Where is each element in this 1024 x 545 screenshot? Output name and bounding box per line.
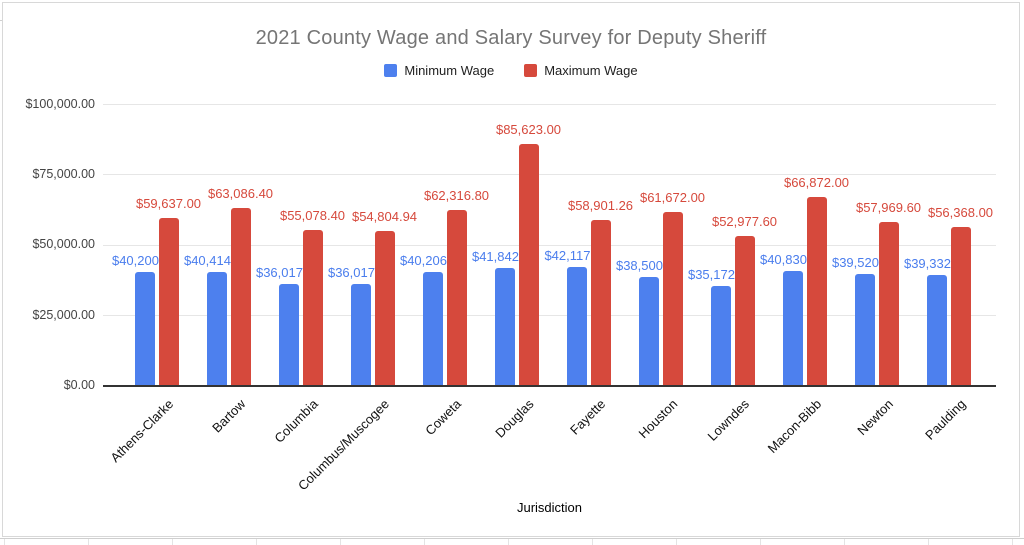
- sheet-column-line: [4, 539, 5, 545]
- sheet-column-line: [256, 539, 257, 545]
- max-wage-bar-lowndes[interactable]: [734, 236, 755, 386]
- max-wage-bar-columbus-muscogee[interactable]: [374, 231, 395, 386]
- x-category-label-coweta: Coweta: [422, 396, 465, 439]
- min-wage-bar-columbus-muscogee[interactable]: [350, 284, 371, 386]
- y-tick-label: $50,000.00: [32, 237, 95, 252]
- max-wage-bar-coweta[interactable]: [446, 210, 467, 386]
- x-category-label-bartow: Bartow: [209, 396, 249, 436]
- max-wage-bar-columbia[interactable]: [302, 230, 323, 386]
- x-category-label-douglas: Douglas: [492, 396, 537, 441]
- max-wage-bar-macon-bibb[interactable]: [806, 197, 827, 386]
- min-wage-bar-paulding[interactable]: [926, 274, 947, 386]
- legend-item-maximum-wage[interactable]: Maximum Wage: [524, 62, 638, 78]
- x-category-label-columbia: Columbia: [270, 396, 321, 446]
- max-wage-bar-athens-clarke[interactable]: [158, 217, 179, 386]
- y-gridline: [103, 244, 996, 246]
- sheet-column-line: [592, 539, 593, 545]
- x-category-label-newton: Newton: [854, 396, 897, 439]
- spreadsheet-gridlines: [0, 538, 1024, 545]
- sheet-row-tick: [0, 20, 2, 21]
- min-wage-bar-macon-bibb[interactable]: [782, 270, 803, 386]
- max-wage-bar-houston[interactable]: [662, 211, 683, 386]
- x-category-label-lowndes: Lowndes: [704, 396, 753, 444]
- y-tick-label: $0.00: [63, 378, 95, 392]
- x-category-label-houston: Houston: [635, 396, 681, 442]
- min-wage-bar-douglas[interactable]: [494, 267, 515, 386]
- min-wage-bar-lowndes[interactable]: [710, 286, 731, 386]
- max-wage-bar-bartow[interactable]: [230, 207, 251, 386]
- max-wage-value-label: $59,637.00: [135, 195, 202, 211]
- chart-widget[interactable]: 2021 County Wage and Salary Survey for D…: [2, 2, 1020, 537]
- max-wage-value-label: $62,316.80: [423, 188, 490, 204]
- max-wage-value-label: $66,872.00: [783, 175, 850, 191]
- sheet-column-line: [340, 539, 341, 545]
- y-tick-label: $100,000.00: [25, 96, 95, 111]
- sheet-column-line: [760, 539, 761, 545]
- legend-label: Minimum Wage: [404, 62, 495, 78]
- max-wage-bar-fayette[interactable]: [590, 219, 611, 386]
- y-tick-label: $75,000.00: [32, 166, 95, 181]
- sheet-column-line: [424, 539, 425, 545]
- sheet-column-line: [172, 539, 173, 545]
- max-wage-value-label: $56,368.00: [927, 204, 994, 220]
- x-axis-title: Jurisdiction: [516, 500, 583, 515]
- y-tick-label: $25,000.00: [32, 307, 95, 322]
- max-wage-value-label: $55,078.40: [279, 208, 346, 224]
- sheet-column-line: [844, 539, 845, 545]
- max-wage-value-label: $85,623.00: [495, 122, 562, 138]
- x-category-label-athens-clarke: Athens-Clarke: [107, 396, 177, 466]
- min-wage-bar-bartow[interactable]: [206, 271, 227, 386]
- max-wage-value-label: $52,977.60: [711, 214, 778, 230]
- y-gridline: [103, 104, 996, 105]
- max-wage-value-label: $54,804.94: [351, 209, 418, 225]
- min-wage-bar-houston[interactable]: [638, 277, 659, 386]
- sheet-row-line: [0, 538, 1024, 539]
- x-axis-line: [103, 384, 996, 387]
- chart-legend: Minimum Wage Maximum Wage: [3, 61, 1019, 79]
- max-wage-bar-newton[interactable]: [878, 222, 899, 386]
- min-wage-bar-coweta[interactable]: [422, 272, 443, 386]
- max-wage-value-label: $57,969.60: [855, 200, 922, 216]
- min-wage-bar-newton[interactable]: [854, 274, 875, 386]
- max-wage-bar-paulding[interactable]: [950, 226, 971, 386]
- y-gridline: [103, 174, 996, 176]
- legend-label: Maximum Wage: [544, 62, 638, 78]
- legend-swatch-icon: [524, 63, 538, 77]
- legend-swatch-icon: [384, 63, 398, 77]
- max-wage-bar-douglas[interactable]: [518, 144, 539, 386]
- max-wage-value-label: $61,672.00: [639, 189, 706, 205]
- sheet-column-line: [508, 539, 509, 545]
- max-wage-value-label: $63,086.40: [207, 185, 274, 201]
- plot-area: $0.00 $25,000.00 $50,000.00 $75,000.00 $100,…: [3, 3, 1021, 538]
- min-wage-bar-columbia[interactable]: [278, 284, 299, 386]
- min-wage-bar-fayette[interactable]: [566, 266, 587, 386]
- x-category-label-fayette: Fayette: [567, 396, 609, 438]
- sheet-column-line: [88, 539, 89, 545]
- y-gridline: [103, 315, 996, 317]
- min-wage-bar-athens-clarke[interactable]: [134, 272, 155, 386]
- x-category-label-macon-bibb: Macon-Bibb: [764, 396, 825, 456]
- sheet-column-line: [1012, 539, 1013, 545]
- sheet-column-line: [928, 539, 929, 545]
- legend-item-minimum-wage[interactable]: Minimum Wage: [384, 63, 494, 78]
- max-wage-value-label: $58,901.26: [567, 197, 634, 213]
- chart-title: 2021 County Wage and Salary Survey for D…: [255, 27, 767, 49]
- x-category-label-paulding: Paulding: [922, 396, 969, 443]
- sheet-column-line: [676, 539, 677, 545]
